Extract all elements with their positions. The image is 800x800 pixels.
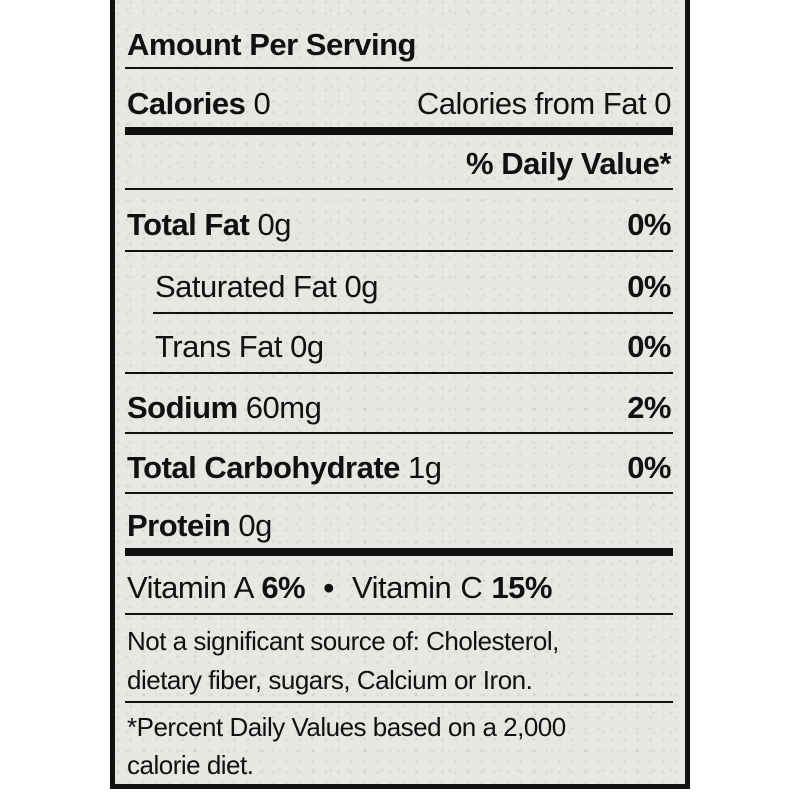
vitamin-a-value: 6%: [261, 570, 306, 605]
nutrient-name: Trans Fat: [155, 329, 283, 364]
calories: Calories 0: [127, 86, 271, 122]
divider: [153, 312, 673, 314]
dv-total-carbohydrate: 0%: [627, 450, 671, 485]
nutrient-name: Sodium: [127, 390, 238, 425]
amount-per-serving: Amount Per Serving: [127, 27, 417, 62]
thick-divider: [125, 127, 673, 135]
row-protein: Protein 0g: [127, 508, 272, 544]
nutrient-amount: 0g: [257, 207, 292, 242]
calories-from-fat-value: 0: [654, 86, 671, 121]
row-total-fat: Total Fat 0g: [127, 207, 291, 243]
row-total-carbohydrate: Total Carbohydrate 1g: [127, 450, 442, 486]
vitamin-a-label: Vitamin A: [127, 570, 253, 605]
divider: [125, 613, 673, 615]
not-significant-line-2: dietary fiber, sugars, Calcium or Iron.: [127, 665, 533, 695]
dv-total-fat: 0%: [627, 207, 671, 242]
dv-sodium: 2%: [627, 390, 671, 425]
daily-value-header: % Daily Value*: [466, 146, 671, 181]
nutrient-name: Protein: [127, 508, 231, 543]
nutrient-name: Saturated Fat: [155, 269, 337, 304]
footnote-line-2: calorie diet.: [127, 750, 254, 780]
divider: [125, 188, 673, 190]
divider: [125, 432, 673, 434]
nutrient-amount: 0g: [344, 269, 378, 304]
not-significant-line-1: Not a significant source of: Cholesterol…: [127, 626, 559, 656]
vitamin-c-value: 15%: [491, 570, 552, 605]
bullet-separator: •: [323, 570, 334, 605]
dv-saturated-fat: 0%: [627, 269, 671, 304]
nutrient-name: Total Carbohydrate: [127, 450, 400, 485]
divider: [125, 250, 673, 252]
row-trans-fat: Trans Fat 0g: [155, 329, 324, 365]
calories-from-fat-label: Calories from Fat: [416, 86, 647, 121]
nutrition-facts-panel: Amount Per Serving Calories 0 Calories f…: [110, 0, 690, 789]
calories-from-fat: Calories from Fat 0: [416, 86, 672, 122]
nutrient-amount: 60mg: [245, 390, 322, 425]
calories-label: Calories: [127, 86, 246, 121]
divider: [125, 701, 673, 703]
divider: [125, 67, 673, 69]
calories-value: 0: [253, 86, 271, 121]
row-saturated-fat: Saturated Fat 0g: [155, 269, 378, 305]
dv-trans-fat: 0%: [627, 329, 671, 364]
vitamin-c-label: Vitamin C: [351, 570, 483, 605]
footnote-line-1: *Percent Daily Values based on a 2,000: [127, 712, 566, 742]
vitamins-row: Vitamin A 6% • Vitamin C 15%: [127, 570, 552, 606]
nutrient-amount: 1g: [408, 450, 442, 485]
row-sodium: Sodium 60mg: [127, 390, 322, 426]
thick-divider: [125, 548, 673, 556]
divider: [125, 372, 673, 374]
nutrient-amount: 0g: [238, 508, 272, 543]
nutrient-amount: 0g: [290, 329, 324, 364]
nutrient-name: Total Fat: [127, 207, 250, 242]
divider: [125, 492, 673, 494]
